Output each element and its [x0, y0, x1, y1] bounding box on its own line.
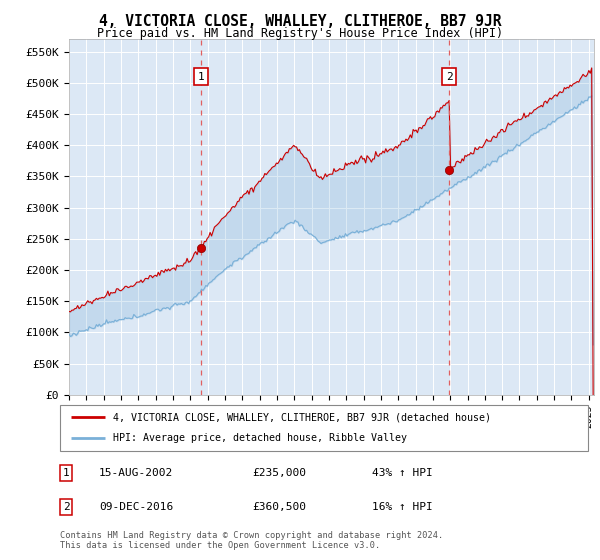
Text: £360,500: £360,500	[252, 502, 306, 512]
FancyBboxPatch shape	[60, 405, 588, 451]
Text: 4, VICTORIA CLOSE, WHALLEY, CLITHEROE, BB7 9JR: 4, VICTORIA CLOSE, WHALLEY, CLITHEROE, B…	[99, 14, 501, 29]
Text: 4, VICTORIA CLOSE, WHALLEY, CLITHEROE, BB7 9JR (detached house): 4, VICTORIA CLOSE, WHALLEY, CLITHEROE, B…	[113, 412, 491, 422]
Text: 2: 2	[446, 72, 452, 82]
Text: 15-AUG-2002: 15-AUG-2002	[99, 468, 173, 478]
Text: £235,000: £235,000	[252, 468, 306, 478]
Text: 43% ↑ HPI: 43% ↑ HPI	[372, 468, 433, 478]
Text: Price paid vs. HM Land Registry's House Price Index (HPI): Price paid vs. HM Land Registry's House …	[97, 27, 503, 40]
Text: Contains HM Land Registry data © Crown copyright and database right 2024.
This d: Contains HM Land Registry data © Crown c…	[60, 531, 443, 550]
Text: 16% ↑ HPI: 16% ↑ HPI	[372, 502, 433, 512]
Text: 1: 1	[62, 468, 70, 478]
Text: 1: 1	[197, 72, 205, 82]
Text: 09-DEC-2016: 09-DEC-2016	[99, 502, 173, 512]
Text: 2: 2	[62, 502, 70, 512]
Text: HPI: Average price, detached house, Ribble Valley: HPI: Average price, detached house, Ribb…	[113, 433, 407, 444]
